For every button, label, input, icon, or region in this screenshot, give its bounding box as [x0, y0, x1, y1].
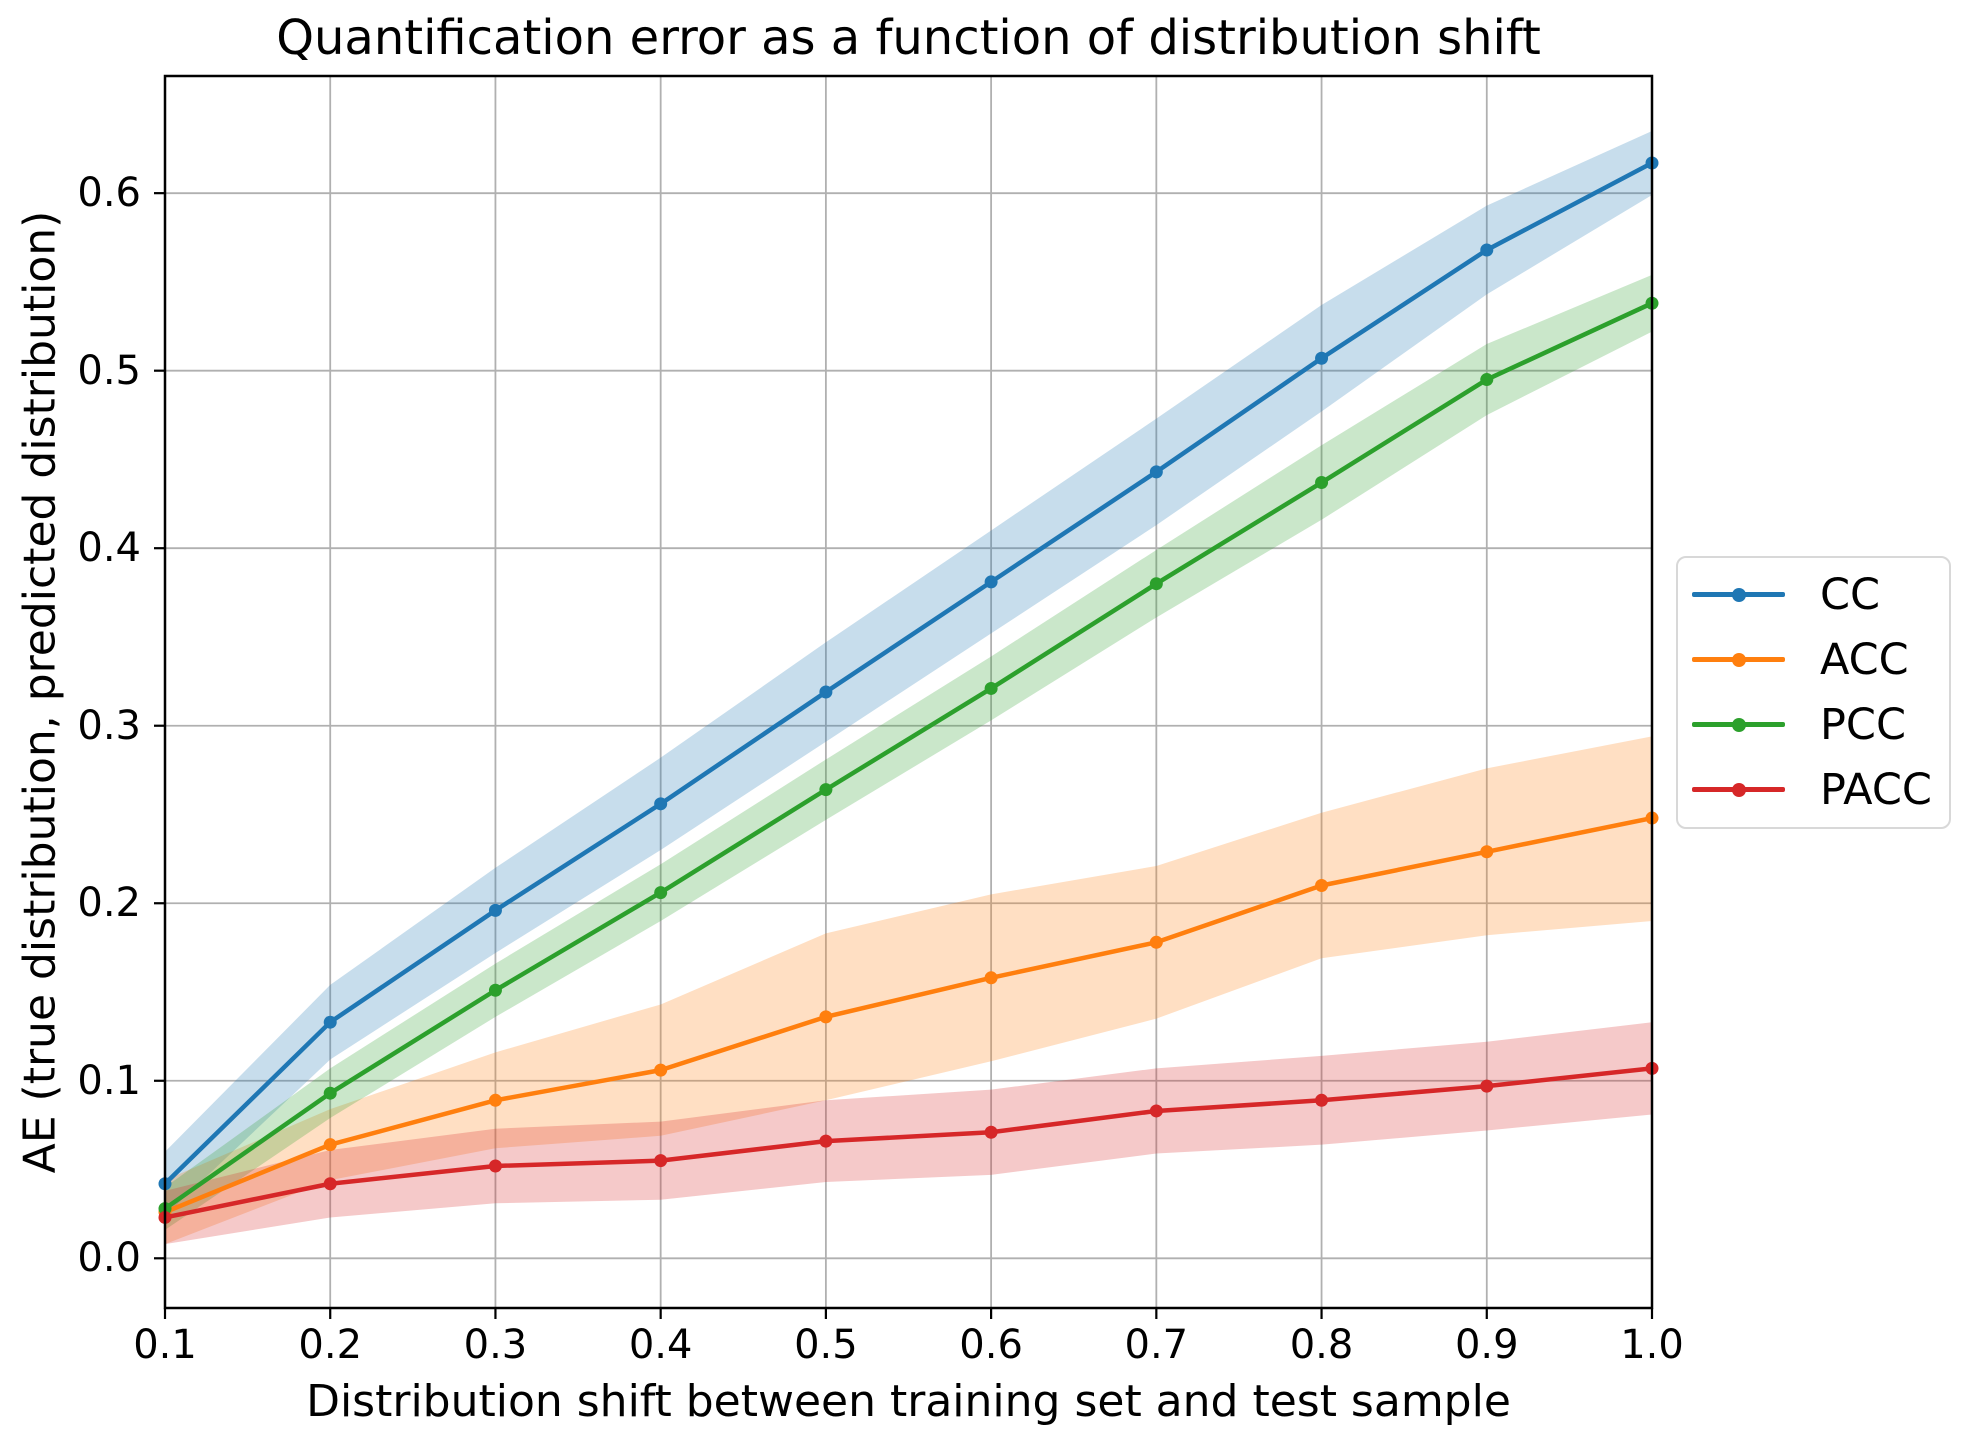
marker-CC: [984, 575, 998, 589]
legend-item-PACC: PACC: [1692, 757, 1949, 822]
marker-PACC: [488, 1159, 502, 1173]
marker-CC: [819, 685, 833, 699]
marker-PCC: [1149, 577, 1163, 591]
marker-PACC: [323, 1177, 337, 1191]
marker-PACC: [819, 1134, 833, 1148]
x-tick-label: 0.5: [794, 1322, 858, 1368]
y-tick-label: 0.6: [77, 170, 141, 217]
x-tick-label: 0.1: [133, 1322, 197, 1368]
x-tick-label: 0.8: [1289, 1322, 1354, 1368]
marker-PCC: [323, 1086, 337, 1100]
series-PCC: [158, 296, 1659, 1216]
marker-CC: [323, 1015, 337, 1029]
x-tick-label: 0.3: [463, 1322, 528, 1368]
marker-PCC: [1315, 476, 1329, 490]
marker-CC: [1480, 243, 1494, 257]
marker-PCC: [819, 783, 833, 797]
x-tick-label: 0.9: [1454, 1322, 1519, 1368]
confidence-bands: [165, 131, 1652, 1245]
legend-line-sample: [1692, 652, 1785, 667]
marker-PCC: [984, 681, 998, 695]
marker-PACC: [654, 1154, 668, 1168]
marker-ACC: [1149, 935, 1163, 949]
y-tick-label: 0.5: [77, 347, 141, 394]
marker-CC: [488, 903, 502, 917]
marker-ACC: [819, 1010, 833, 1024]
x-tick-label: 0.4: [628, 1322, 693, 1368]
legend-item-CC: CC: [1692, 562, 1949, 627]
marker-PCC: [654, 886, 668, 900]
marker-ACC: [488, 1093, 502, 1107]
band-ACC: [165, 736, 1652, 1245]
marker-PACC: [1480, 1079, 1494, 1093]
x-axis-label: Distribution shift between training set …: [306, 1376, 1511, 1427]
x-tick-label: 0.7: [1124, 1322, 1189, 1368]
series-PACC: [158, 1061, 1659, 1224]
y-tick-label: 0.3: [77, 702, 141, 749]
band-PCC: [165, 274, 1652, 1230]
tick-marks: [154, 192, 1654, 1319]
axes-spines: [163, 74, 1654, 1310]
marker-ACC: [1315, 878, 1329, 892]
marker-ACC: [1480, 845, 1494, 859]
legend-label: ACC: [1820, 634, 1909, 685]
marker-PACC: [1315, 1093, 1329, 1107]
y-tick-label: 0.1: [77, 1057, 141, 1104]
x-tick-label: 1.0: [1620, 1322, 1684, 1368]
legend: CC ACC PCC PACC: [1676, 556, 1951, 829]
marker-PCC: [488, 983, 502, 997]
legend-line-sample: [1692, 782, 1785, 797]
chart-title: Quantification error as a function of di…: [276, 10, 1541, 66]
x-tick-label: 0.2: [298, 1322, 363, 1368]
legend-line-sample: [1692, 717, 1785, 732]
legend-item-PCC: PCC: [1692, 692, 1949, 757]
marker-CC: [1315, 351, 1329, 365]
marker-PCC: [1480, 373, 1494, 387]
legend-label: PCC: [1820, 699, 1906, 750]
marker-ACC: [323, 1138, 337, 1152]
y-tick-label: 0.4: [77, 525, 141, 572]
marker-PACC: [1149, 1104, 1163, 1118]
legend-line-sample: [1692, 587, 1785, 602]
band-CC: [165, 131, 1652, 1216]
x-tick-label: 0.6: [959, 1322, 1023, 1368]
band-PACC: [165, 1022, 1652, 1245]
legend-label: PACC: [1820, 764, 1932, 815]
marker-ACC: [984, 971, 998, 985]
marker-CC: [654, 797, 668, 811]
legend-item-ACC: ACC: [1692, 627, 1949, 692]
marker-CC: [1149, 465, 1163, 479]
marker-ACC: [654, 1063, 668, 1077]
y-tick-label: 0.0: [77, 1235, 141, 1282]
legend-label: CC: [1820, 569, 1881, 620]
y-tick-label: 0.2: [77, 880, 141, 927]
marker-PACC: [984, 1125, 998, 1139]
